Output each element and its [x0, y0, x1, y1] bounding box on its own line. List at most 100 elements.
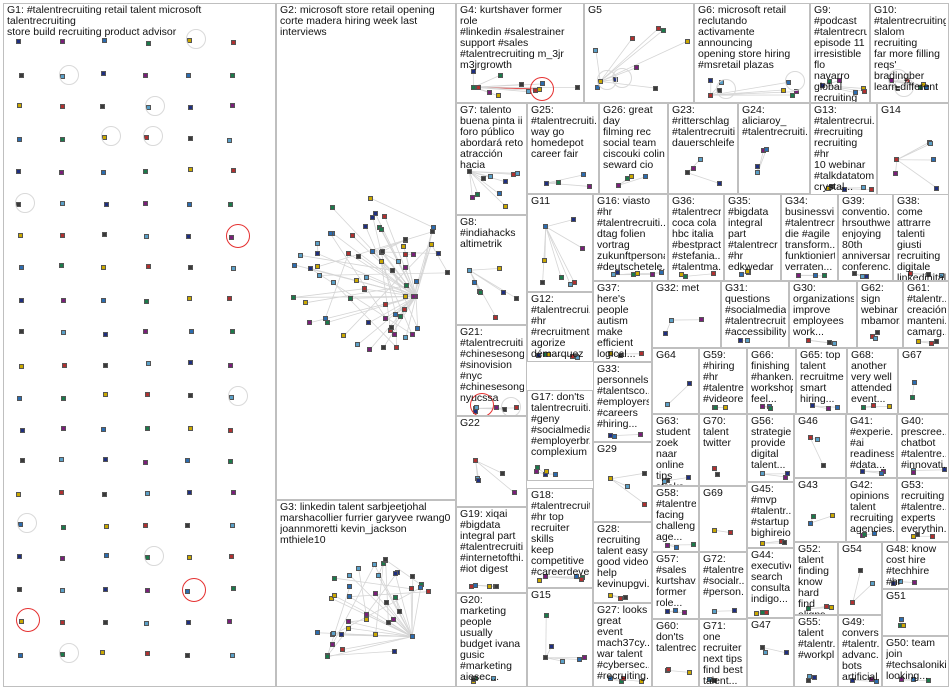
vertex-node[interactable] — [555, 179, 561, 185]
vertex-node[interactable] — [475, 191, 481, 197]
vertex-node[interactable] — [396, 608, 402, 614]
vertex-node[interactable] — [468, 583, 474, 589]
vertex-node[interactable] — [754, 610, 760, 616]
vertex-node[interactable] — [663, 330, 669, 336]
vertex-node[interactable] — [501, 289, 507, 295]
vertex-node[interactable] — [872, 335, 878, 341]
vertex-node[interactable] — [385, 619, 391, 625]
vertex-node[interactable] — [307, 265, 313, 271]
vertex-node[interactable] — [712, 527, 718, 533]
vertex-node[interactable] — [615, 269, 621, 275]
vertex-node[interactable] — [706, 676, 712, 682]
vertex-node[interactable] — [228, 201, 234, 207]
vertex-node[interactable] — [898, 677, 904, 683]
vertex-node[interactable] — [911, 380, 917, 386]
vertex-node[interactable] — [396, 259, 402, 265]
vertex-node[interactable] — [379, 248, 385, 254]
vertex-node[interactable] — [409, 331, 415, 337]
vertex-node[interactable] — [383, 315, 389, 321]
vertex-node[interactable] — [711, 271, 717, 277]
vertex-node[interactable] — [291, 294, 297, 300]
vertex-node[interactable] — [469, 194, 475, 200]
vertex-node[interactable] — [145, 651, 151, 657]
vertex-node[interactable] — [491, 676, 497, 682]
vertex-node[interactable] — [382, 214, 388, 220]
vertex-node[interactable] — [354, 342, 360, 348]
vertex-node[interactable] — [373, 632, 379, 638]
vertex-node[interactable] — [860, 404, 866, 410]
vertex-node[interactable] — [16, 168, 22, 174]
vertex-node[interactable] — [580, 245, 586, 251]
vertex-node[interactable] — [928, 340, 934, 346]
vertex-node[interactable] — [425, 589, 431, 595]
vertex-node[interactable] — [185, 522, 191, 528]
vertex-node[interactable] — [404, 283, 410, 289]
vertex-node[interactable] — [579, 576, 585, 582]
vertex-node[interactable] — [61, 524, 67, 530]
vertex-node[interactable] — [18, 652, 24, 658]
vertex-node[interactable] — [60, 555, 66, 561]
vertex-node[interactable] — [230, 266, 236, 272]
vertex-node[interactable] — [513, 295, 519, 301]
vertex-node[interactable] — [682, 610, 688, 616]
vertex-node[interactable] — [188, 328, 194, 334]
vertex-node[interactable] — [146, 264, 152, 270]
vertex-node[interactable] — [503, 179, 509, 185]
vertex-node[interactable] — [378, 226, 384, 232]
vertex-node[interactable] — [430, 224, 436, 230]
vertex-node[interactable] — [738, 337, 744, 343]
vertex-node[interactable] — [859, 468, 865, 474]
vertex-node[interactable] — [745, 338, 751, 344]
vertex-node[interactable] — [143, 621, 149, 627]
vertex-node[interactable] — [100, 103, 106, 109]
vertex-node[interactable] — [716, 180, 722, 186]
vertex-node[interactable] — [60, 297, 66, 303]
vertex-node[interactable] — [894, 157, 900, 163]
vertex-node[interactable] — [228, 427, 234, 433]
vertex-node[interactable] — [910, 470, 916, 476]
vertex-node[interactable] — [145, 491, 151, 497]
vertex-node[interactable] — [143, 522, 149, 528]
vertex-node[interactable] — [102, 619, 108, 625]
vertex-node[interactable] — [100, 650, 106, 656]
vertex-node[interactable] — [102, 363, 108, 369]
vertex-node[interactable] — [874, 678, 880, 684]
vertex-node[interactable] — [363, 617, 369, 623]
vertex-node[interactable] — [401, 243, 407, 249]
vertex-node[interactable] — [347, 594, 353, 600]
vertex-node[interactable] — [898, 579, 904, 585]
vertex-node[interactable] — [349, 233, 355, 239]
vertex-node[interactable] — [664, 542, 670, 548]
vertex-node[interactable] — [685, 475, 691, 481]
vertex-node[interactable] — [493, 405, 499, 411]
vertex-node[interactable] — [634, 271, 640, 277]
vertex-node[interactable] — [102, 586, 108, 592]
vertex-node[interactable] — [307, 320, 313, 326]
vertex-node[interactable] — [228, 554, 234, 560]
vertex-node[interactable] — [759, 540, 765, 546]
vertex-node[interactable] — [909, 395, 915, 401]
vertex-node[interactable] — [226, 295, 232, 301]
vertex-node[interactable] — [370, 214, 376, 220]
vertex-node[interactable] — [16, 39, 22, 45]
vertex-node[interactable] — [102, 38, 108, 44]
vertex-node[interactable] — [629, 35, 635, 41]
vertex-node[interactable] — [100, 265, 106, 271]
vertex-node[interactable] — [642, 501, 648, 507]
vertex-node[interactable] — [17, 554, 23, 560]
vertex-node[interactable] — [493, 314, 499, 320]
vertex-node[interactable] — [581, 655, 587, 661]
vertex-node[interactable] — [16, 395, 22, 401]
vertex-node[interactable] — [393, 312, 399, 318]
vertex-node[interactable] — [608, 593, 614, 599]
vertex-node[interactable] — [393, 344, 399, 350]
vertex-node[interactable] — [829, 184, 835, 190]
vertex-node[interactable] — [230, 103, 236, 109]
vertex-node[interactable] — [19, 428, 25, 434]
vertex-node[interactable] — [61, 330, 67, 336]
vertex-node[interactable] — [684, 38, 690, 44]
vertex-node[interactable] — [662, 478, 668, 484]
vertex-node[interactable] — [754, 164, 760, 170]
vertex-node[interactable] — [367, 347, 373, 353]
vertex-node[interactable] — [820, 463, 826, 469]
